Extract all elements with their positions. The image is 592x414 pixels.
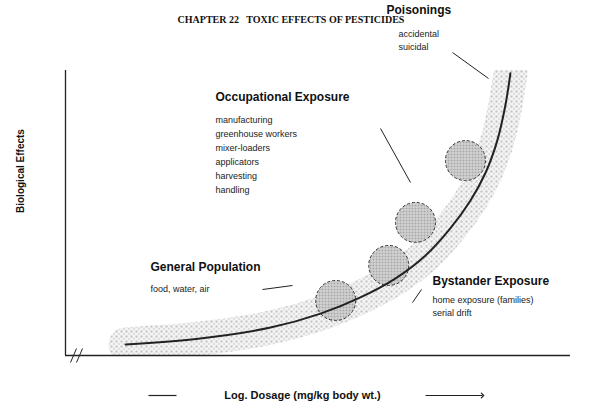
svg-text:food, water, air: food, water, air xyxy=(151,284,210,294)
svg-text:serial drift: serial drift xyxy=(433,308,473,318)
svg-text:harvesting: harvesting xyxy=(216,171,258,181)
svg-text:Poisonings: Poisonings xyxy=(386,3,452,17)
svg-text:Log. Dosage (mg/kg body wt.): Log. Dosage (mg/kg body wt.) xyxy=(224,389,381,401)
svg-text:manufacturing: manufacturing xyxy=(216,115,273,125)
svg-text:mixer-loaders: mixer-loaders xyxy=(216,143,271,153)
svg-text:accidental: accidental xyxy=(399,29,440,39)
svg-text:applicators: applicators xyxy=(216,157,260,167)
svg-text:Occupational Exposure: Occupational Exposure xyxy=(216,90,350,104)
svg-text:handling: handling xyxy=(216,185,250,195)
svg-text:Biological Effects: Biological Effects xyxy=(15,129,26,213)
svg-text:CHAPTER 22 TOXIC EFFECTS OF: CHAPTER 22 TOXIC EFFECTS OF PESTICIDES xyxy=(178,14,405,25)
svg-text:home exposure (families): home exposure (families) xyxy=(433,295,534,305)
svg-text:Bystander Exposure: Bystander Exposure xyxy=(433,274,550,288)
svg-text:General Population: General Population xyxy=(151,260,261,274)
svg-text:greenhouse workers: greenhouse workers xyxy=(216,129,298,139)
svg-text:suicidal: suicidal xyxy=(399,42,429,52)
